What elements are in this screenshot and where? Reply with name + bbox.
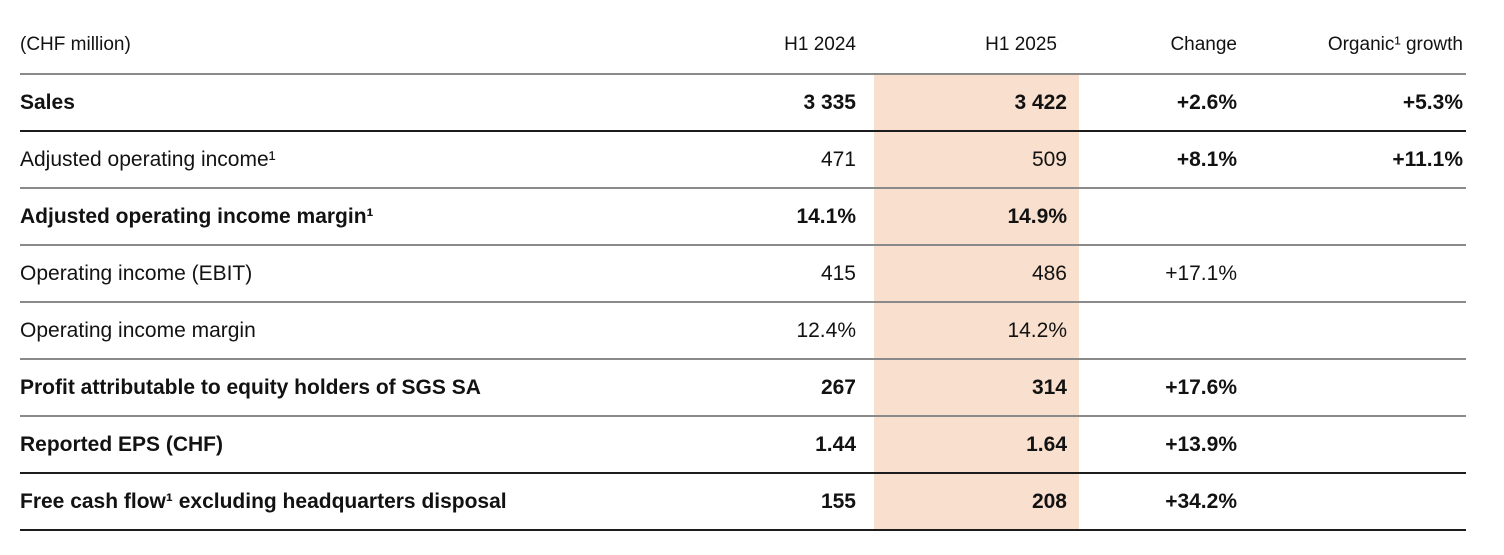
h1-2025-value: 14.2% [874,303,1079,358]
change-value: +17.1% [1165,261,1237,285]
row-label: Operating income margin [20,318,256,342]
h1-2024-value: 12.4% [796,318,856,342]
h1-2024-value: 1.44 [815,432,856,456]
column-header-organic-growth: Organic¹ growth [1327,34,1463,55]
organic-growth-value [1254,474,1466,529]
row-label: Reported EPS (CHF) [20,432,224,456]
organic-growth-value: +5.3% [1402,90,1463,114]
column-header-h1-2024: H1 2024 [784,34,856,55]
financial-summary-table: (CHF million) H1 2024 H1 2025 Change Org… [20,0,1466,531]
table-row: Sales 3 335 3 422 +2.6% +5.3% [20,75,1466,132]
h1-2025-value: 14.9% [874,189,1079,244]
table-header: (CHF million) H1 2024 H1 2025 Change Org… [20,0,1466,75]
change-value: +17.6% [1165,375,1237,399]
column-header-change: Change [1170,34,1237,55]
change-value [1079,189,1254,244]
row-label: Adjusted operating income margin¹ [20,204,374,228]
row-label: Profit attributable to equity holders of… [20,375,481,399]
change-value: +34.2% [1165,489,1237,513]
row-label: Operating income (EBIT) [20,261,253,285]
h1-2025-value: 509 [874,132,1079,187]
h1-2024-value: 415 [820,261,856,285]
organic-growth-value [1254,360,1466,415]
table-row: Free cash flow¹ excluding headquarters d… [20,474,1466,531]
organic-growth-value: +11.1% [1392,147,1463,171]
table-body: Sales 3 335 3 422 +2.6% +5.3% Adjusted operat… [20,75,1466,531]
unit-label: (CHF million) [20,34,131,55]
organic-growth-value [1254,417,1466,472]
table-row: Adjusted operating income¹ 471 509 +8.1% +11… [20,132,1466,189]
table-row: Adjusted operating income margin¹ 14.1% 14… [20,189,1466,246]
table-row: Operating income margin 12.4% 14.2% [20,303,1466,360]
h1-2024-value: 14.1% [796,204,856,228]
row-label: Sales [20,90,75,114]
change-value: +8.1% [1176,147,1237,171]
h1-2025-value: 1.64 [874,417,1079,472]
organic-growth-value [1254,303,1466,358]
organic-growth-value [1254,246,1466,301]
organic-growth-value [1254,189,1466,244]
h1-2024-value: 3 335 [803,90,856,114]
column-header-h1-2025: H1 2025 [985,34,1057,55]
row-label: Adjusted operating income¹ [20,147,276,171]
h1-2024-value: 155 [820,489,856,513]
h1-2025-value: 3 422 [874,75,1079,130]
h1-2025-value: 314 [874,360,1079,415]
h1-2024-value: 471 [820,147,856,171]
table-row: Profit attributable to equity holders of… [20,360,1466,417]
table-row: Operating income (EBIT) 415 486 +17.1% [20,246,1466,303]
change-value: +2.6% [1176,90,1237,114]
h1-2024-value: 267 [820,375,856,399]
change-value: +13.9% [1165,432,1237,456]
table-row: Reported EPS (CHF) 1.44 1.64 +13.9% [20,417,1466,474]
h1-2025-value: 208 [874,474,1079,529]
h1-2025-value: 486 [874,246,1079,301]
row-label: Free cash flow¹ excluding headquarters d… [20,489,507,513]
change-value [1079,303,1254,358]
